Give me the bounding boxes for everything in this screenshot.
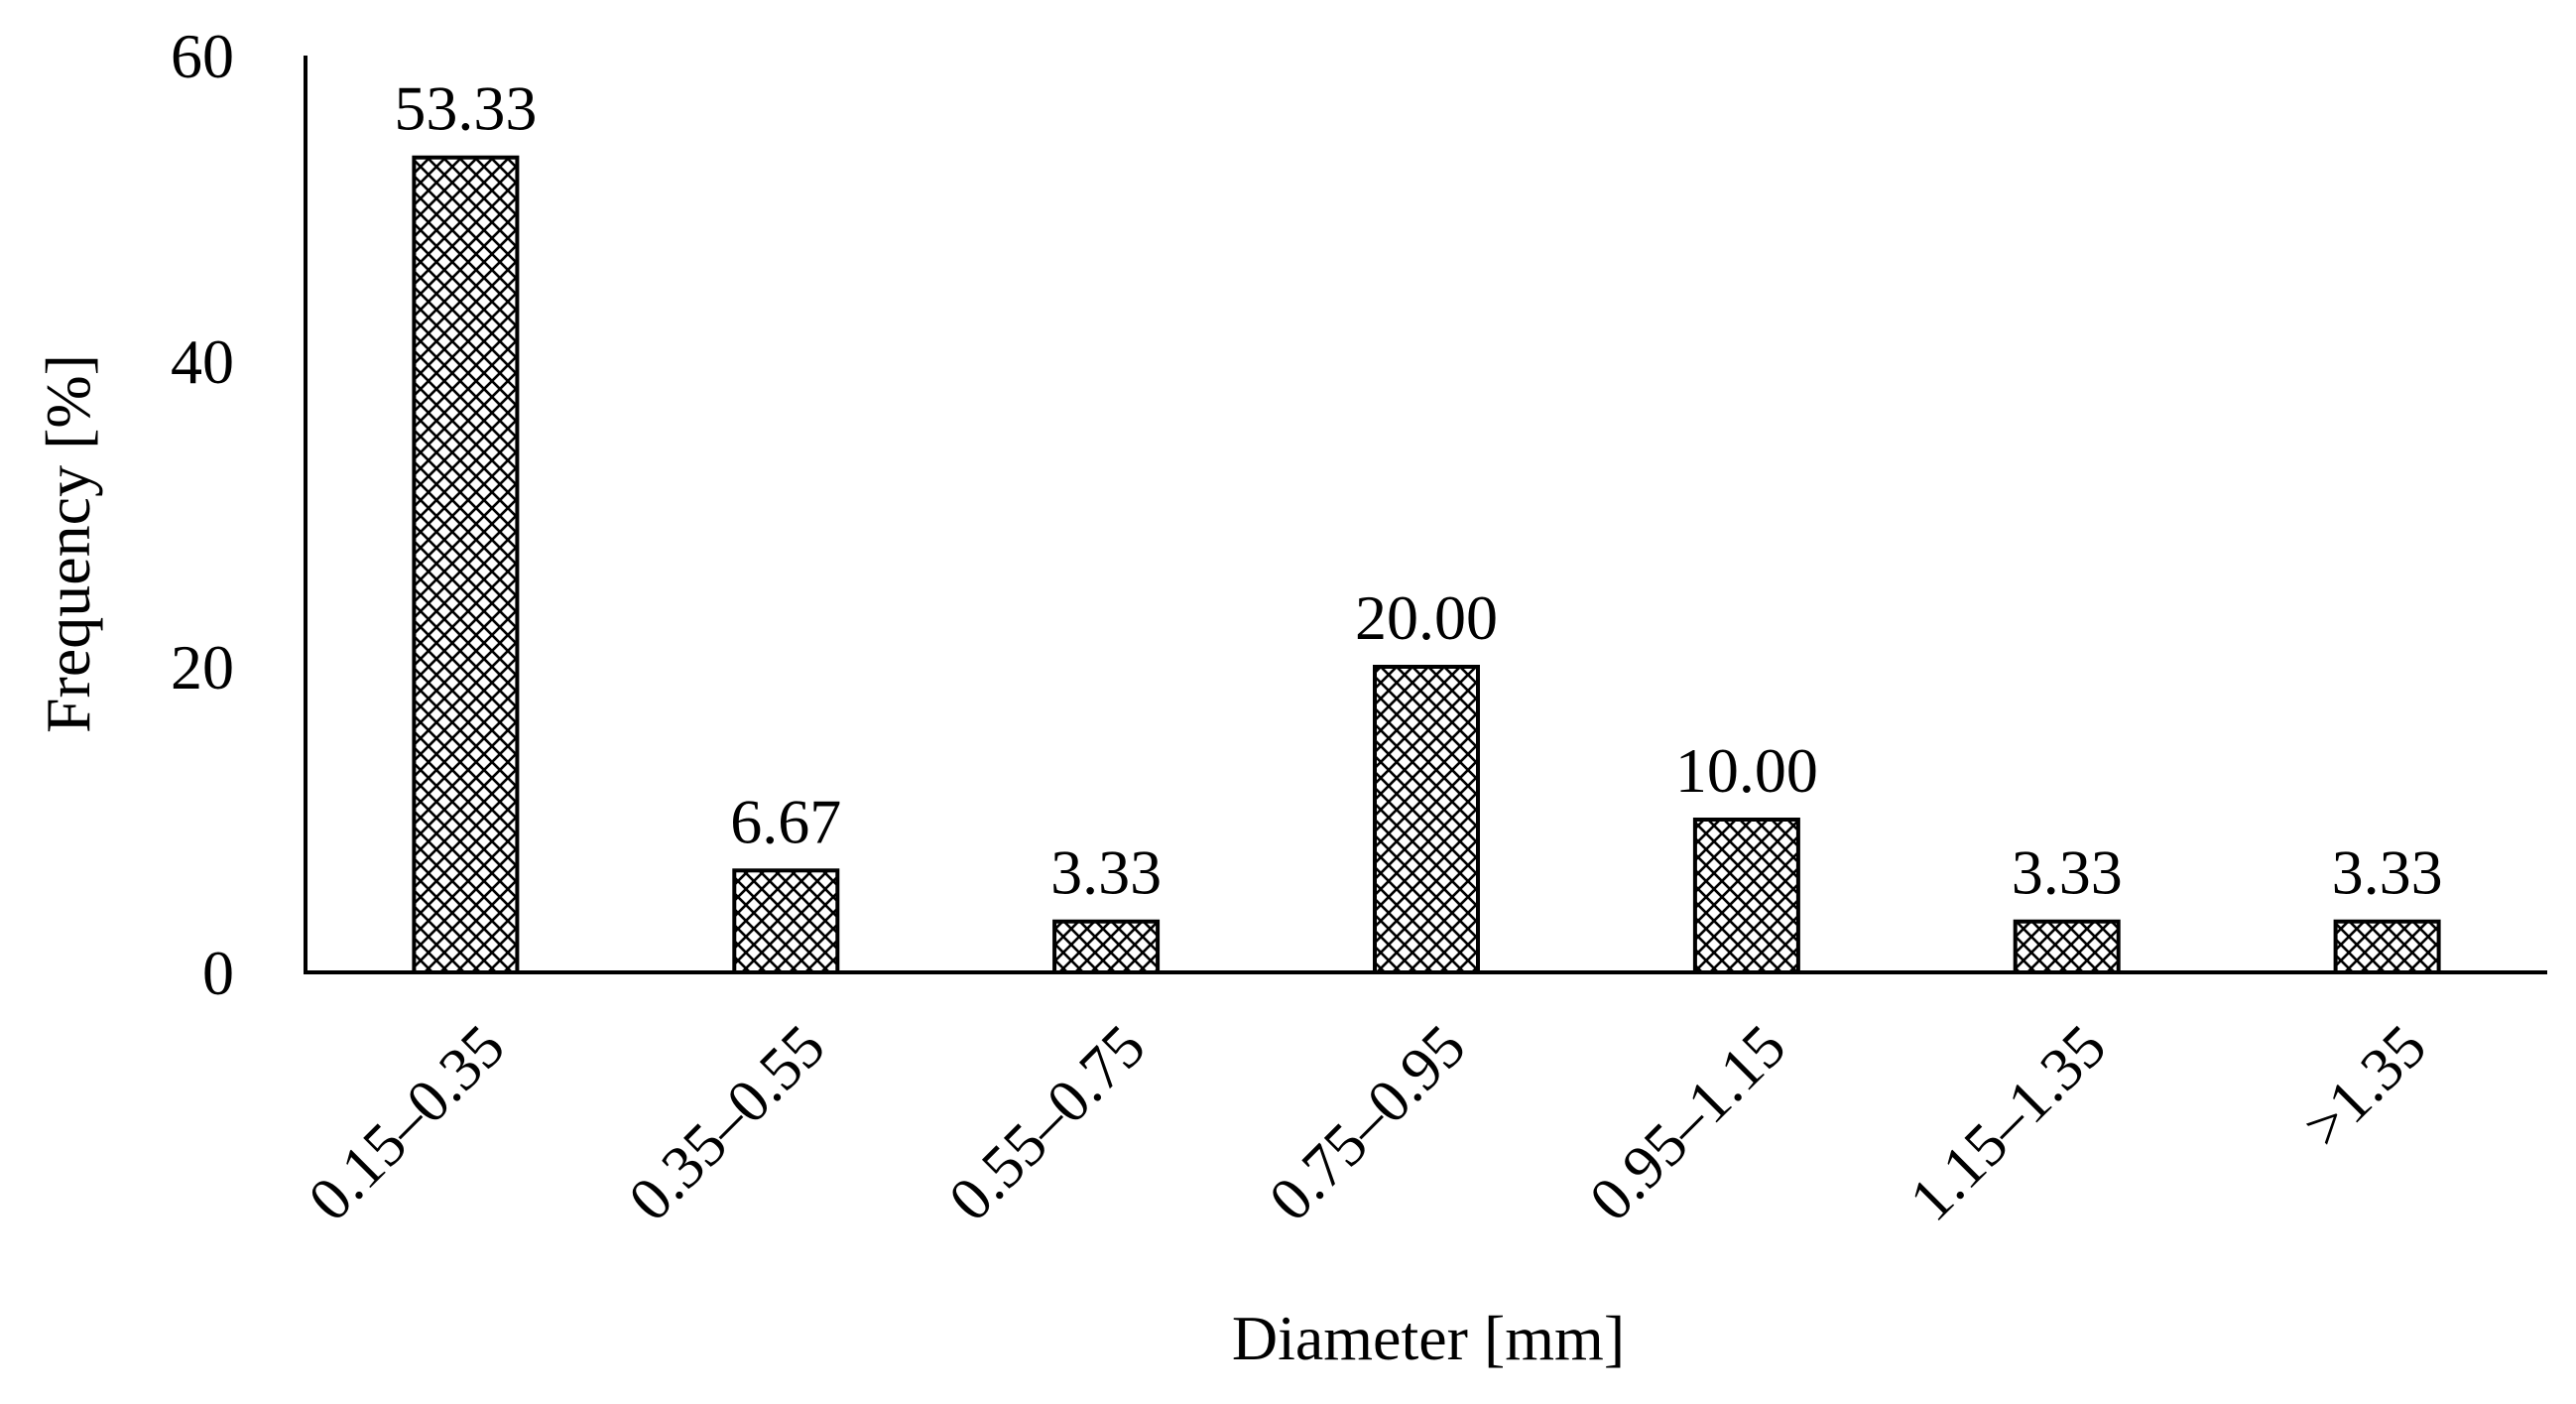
y-tick-label-0: 0	[202, 938, 234, 1008]
y-tick-labels-group: 0 20 40 60	[171, 21, 234, 1008]
data-label-7: 3.33	[2332, 837, 2443, 908]
x-tick-label-4: 0.75–0.95	[1257, 1012, 1478, 1233]
bar-1	[412, 155, 520, 974]
data-label-2: 6.67	[730, 786, 841, 856]
x-axis-title: Diameter [mm]	[1232, 1303, 1625, 1373]
bar-7	[2333, 919, 2441, 975]
y-tick-label-60: 60	[171, 21, 234, 91]
x-tick-label-6: 1.15–1.35	[1898, 1012, 2119, 1233]
bar-3	[1052, 919, 1161, 975]
bar-5	[1692, 818, 1800, 974]
data-label-1: 53.33	[394, 73, 537, 144]
x-tick-label-1: 0.15–0.35	[296, 1012, 517, 1233]
bar-2	[732, 868, 840, 974]
y-tick-label-40: 40	[171, 326, 234, 397]
data-label-4: 20.00	[1355, 582, 1498, 653]
y-tick-label-20: 20	[171, 632, 234, 702]
data-label-5: 10.00	[1675, 735, 1818, 806]
x-tick-labels-group: 0.15–0.35 0.35–0.55 0.55–0.75 0.75–0.95 0.95…	[296, 1012, 2439, 1233]
y-axis-title: Frequency [%]	[33, 354, 103, 733]
x-tick-label-2: 0.35–0.55	[616, 1012, 837, 1233]
x-tick-label-3: 0.55–0.75	[936, 1012, 1158, 1233]
bars-group	[412, 155, 2441, 975]
x-tick-label-5: 0.95–1.15	[1577, 1012, 1798, 1233]
bar-6	[2013, 919, 2121, 975]
data-label-3: 3.33	[1050, 837, 1162, 908]
data-label-6: 3.33	[2012, 837, 2123, 908]
x-tick-label-7: >1.35	[2291, 1012, 2440, 1161]
bar-4	[1373, 665, 1480, 974]
data-labels-group: 53.33 6.67 3.33 20.00 10.00 3.33 3.33	[394, 73, 2442, 908]
